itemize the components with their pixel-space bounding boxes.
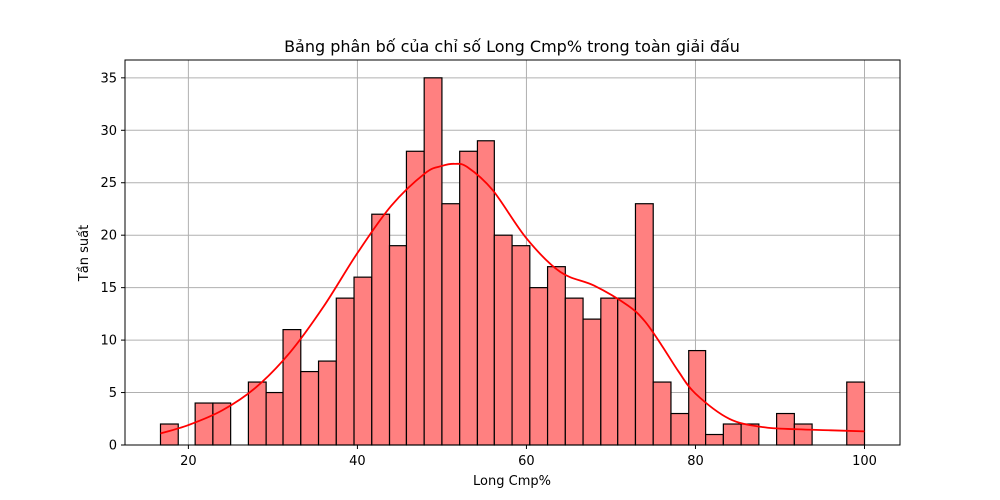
x-axis-label: Long Cmp% [473,474,551,489]
y-axis-ticks: 0 5 10 15 20 25 30 35 [100,71,125,454]
x-tick-label: 60 [518,454,535,469]
histogram-bar [722,423,742,446]
y-tick-label: 30 [100,124,117,139]
histogram-bar [493,234,513,446]
histogram-bar [353,276,373,446]
y-tick-label: 35 [100,71,117,86]
x-tick-label: 20 [180,454,197,469]
histogram-bar [652,381,672,446]
x-axis-ticks: 20 40 60 80 100 [180,445,877,469]
plot-frame [124,59,901,446]
histogram-bar [846,381,866,446]
histogram-bar [371,213,391,446]
histogram-bar [670,412,690,446]
histogram-bar [300,370,320,446]
histogram-bar [405,150,425,446]
x-tick-label: 40 [349,454,366,469]
histogram-bar [317,360,337,446]
histogram-bar [564,297,584,446]
histogram-bar [740,423,760,446]
histogram-bar [529,287,549,446]
histogram-bar [511,245,531,446]
histogram-bar [282,329,302,446]
y-tick-label: 15 [100,281,117,296]
histogram-bar [688,349,707,446]
histogram-bar [476,140,495,446]
y-tick-label: 25 [100,176,117,191]
chart-title: Bảng phân bố của chỉ số Long Cmp% trong … [284,37,740,56]
histogram-bar [265,391,284,446]
kde-curve-group [160,162,865,435]
y-tick-label: 20 [100,229,117,244]
histogram-bar [582,318,602,446]
histogram-bar [793,423,813,446]
y-tick-label: 0 [109,439,117,454]
kde-curve [160,162,865,435]
histogram-bar [600,297,619,446]
histogram-bar [546,266,566,446]
y-axis-label: Tần suất [77,225,92,282]
histogram-bar [388,245,408,446]
histogram-bar [159,423,179,446]
histogram-bar [441,203,461,446]
y-tick-label: 5 [109,386,117,401]
histogram-bar [423,77,443,446]
x-tick-label: 100 [852,454,877,469]
histogram-bar [634,203,654,446]
histogram-bar [705,433,724,446]
histogram-bar [617,297,637,446]
x-tick-label: 80 [687,454,704,469]
histogram-bar [459,150,479,446]
histogram-bar [194,402,214,446]
histogram-bars [159,77,866,446]
y-tick-label: 10 [100,334,117,349]
histogram-bar [335,297,355,446]
histogram-bar [212,402,232,446]
